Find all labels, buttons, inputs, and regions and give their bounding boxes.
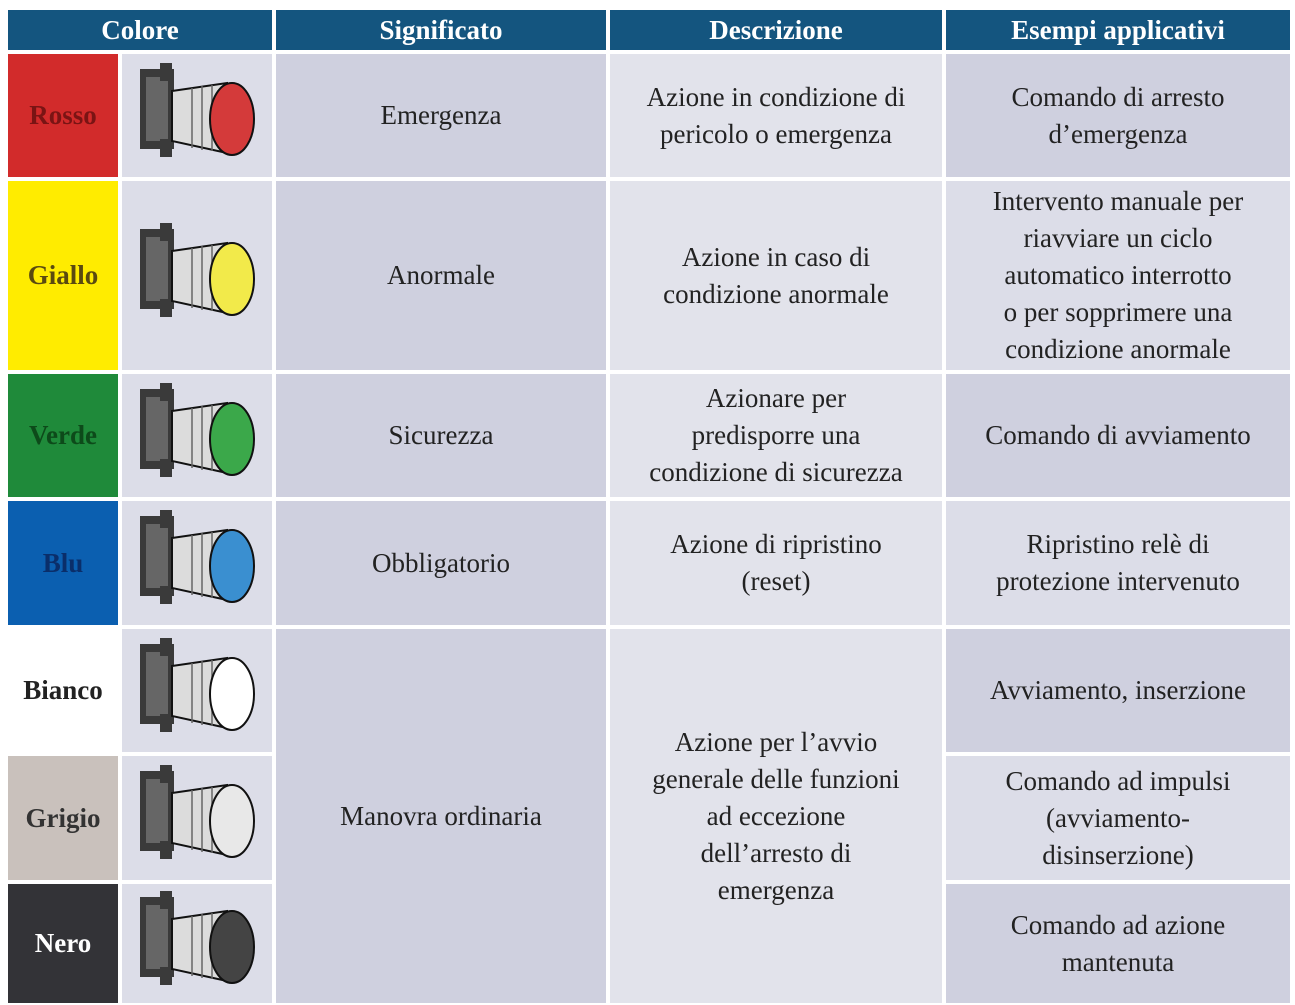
description-cell: Azione in caso di condizione anormale <box>610 181 942 370</box>
description-text: dell’arresto di <box>700 837 852 868</box>
meaning-cell: Sicurezza <box>276 374 606 497</box>
example-cell: Intervento manuale per riavviare un ciclo… <box>946 181 1290 370</box>
example-text: mantenuta <box>1061 946 1175 977</box>
color-label: Rosso <box>8 54 118 177</box>
color-label: Verde <box>8 374 118 497</box>
button-image <box>122 756 272 880</box>
color-name: Grigio <box>25 802 101 833</box>
header-cell: Descrizione <box>610 10 942 50</box>
description-text: Azione di ripristino <box>670 529 882 559</box>
button-image <box>122 884 272 1003</box>
example-cell: Comando ad impulsi (avviamento-disinserzi… <box>946 756 1290 880</box>
header-text: Significato <box>379 14 503 45</box>
color-label: Giallo <box>8 181 118 370</box>
description-text: (reset) <box>741 566 811 596</box>
color-label: Nero <box>8 884 118 1003</box>
meaning-cell: Manovra ordinaria <box>276 629 606 1003</box>
description-text: condizione di sicurezza <box>649 457 903 487</box>
example-cell: Comando ad azione mantenuta <box>946 884 1290 1003</box>
color-label: Bianco <box>8 629 118 752</box>
description-cell: Azione per l’avvio generale delle funzion… <box>610 629 942 1003</box>
description-text: predisporre una <box>691 420 861 450</box>
button-image <box>122 181 272 370</box>
button-icon <box>140 765 255 859</box>
example-cell: Comando di arresto d’emergenza <box>946 54 1290 177</box>
button-icon <box>140 637 255 732</box>
example-text: d’emergenza <box>1048 118 1188 149</box>
example-text: disinserzione) <box>1042 839 1194 870</box>
color-name: Giallo <box>27 260 99 290</box>
description-text: condizione anormale <box>663 278 889 309</box>
meaning-text: Sicurezza <box>388 420 494 450</box>
example-text: condizione anormale <box>1005 334 1231 364</box>
description-cell: Azionare per predisporre una condizione di… <box>610 374 942 497</box>
description-text: ad eccezione <box>706 800 846 831</box>
example-text: o per sopprimere una <box>1003 297 1233 327</box>
example-text: automatico interrotto <box>1004 260 1232 290</box>
description-text: generale delle funzioni <box>652 763 900 794</box>
meaning-cell: Obbligatorio <box>276 501 606 625</box>
description-text: pericolo o emergenza <box>660 118 892 149</box>
meaning-cell: Anormale <box>276 181 606 370</box>
example-text: riavviare un ciclo <box>1023 223 1213 253</box>
description-text: Azione per l’avvio <box>674 726 878 757</box>
example-text: Comando di avviamento <box>985 420 1251 450</box>
header-text: Descrizione <box>709 14 843 45</box>
description-text: Azione in caso di <box>681 241 871 272</box>
button-icon <box>140 890 255 985</box>
description-cell: Azione in condizione di pericolo o emerge… <box>610 54 942 177</box>
header-cell: Colore <box>8 10 272 50</box>
example-text: Comando ad impulsi <box>1005 765 1231 796</box>
meaning-cell: Emergenza <box>276 54 606 177</box>
header-cell: Esempi applicativi <box>946 10 1290 50</box>
button-image <box>122 501 272 625</box>
button-image <box>122 374 272 497</box>
description-text: Azionare per <box>705 383 847 413</box>
button-icon <box>140 510 255 604</box>
color-name: Bianco <box>23 675 103 705</box>
meaning-text: Obbligatorio <box>372 547 510 578</box>
example-text: Comando di arresto <box>1011 81 1225 112</box>
example-cell: Avviamento, inserzione <box>946 629 1290 752</box>
example-text: (avviamento- <box>1046 802 1190 833</box>
header-text: Colore <box>101 14 179 45</box>
color-name: Rosso <box>29 100 97 130</box>
example-text: Avviamento, inserzione <box>990 675 1246 705</box>
meaning-text: Anormale <box>387 260 495 290</box>
header-cell: Significato <box>276 10 606 50</box>
button-icon <box>140 62 255 157</box>
meaning-text: Manovra ordinaria <box>340 800 542 831</box>
example-text: Ripristino relè di <box>1026 529 1210 559</box>
description-text: Azione in condizione di <box>646 81 906 112</box>
description-cell: Azione di ripristino (reset) <box>610 501 942 625</box>
color-label: Grigio <box>8 756 118 880</box>
meaning-text: Emergenza <box>380 100 502 130</box>
button-icon <box>140 382 255 477</box>
color-name: Blu <box>42 547 84 578</box>
color-name: Verde <box>29 420 97 450</box>
example-text: protezione intervenuto <box>996 566 1240 596</box>
color-label: Blu <box>8 501 118 625</box>
example-cell: Comando di avviamento <box>946 374 1290 497</box>
example-text: Comando ad azione <box>1010 909 1226 940</box>
description-text: emergenza <box>717 874 835 905</box>
example-cell: Ripristino relè di protezione intervenuto <box>946 501 1290 625</box>
header-text: Esempi applicativi <box>1011 14 1225 45</box>
button-image <box>122 629 272 752</box>
color-name: Nero <box>34 928 92 958</box>
example-text: Intervento manuale per <box>992 186 1244 216</box>
button-icon <box>140 222 255 317</box>
button-image <box>122 54 272 177</box>
